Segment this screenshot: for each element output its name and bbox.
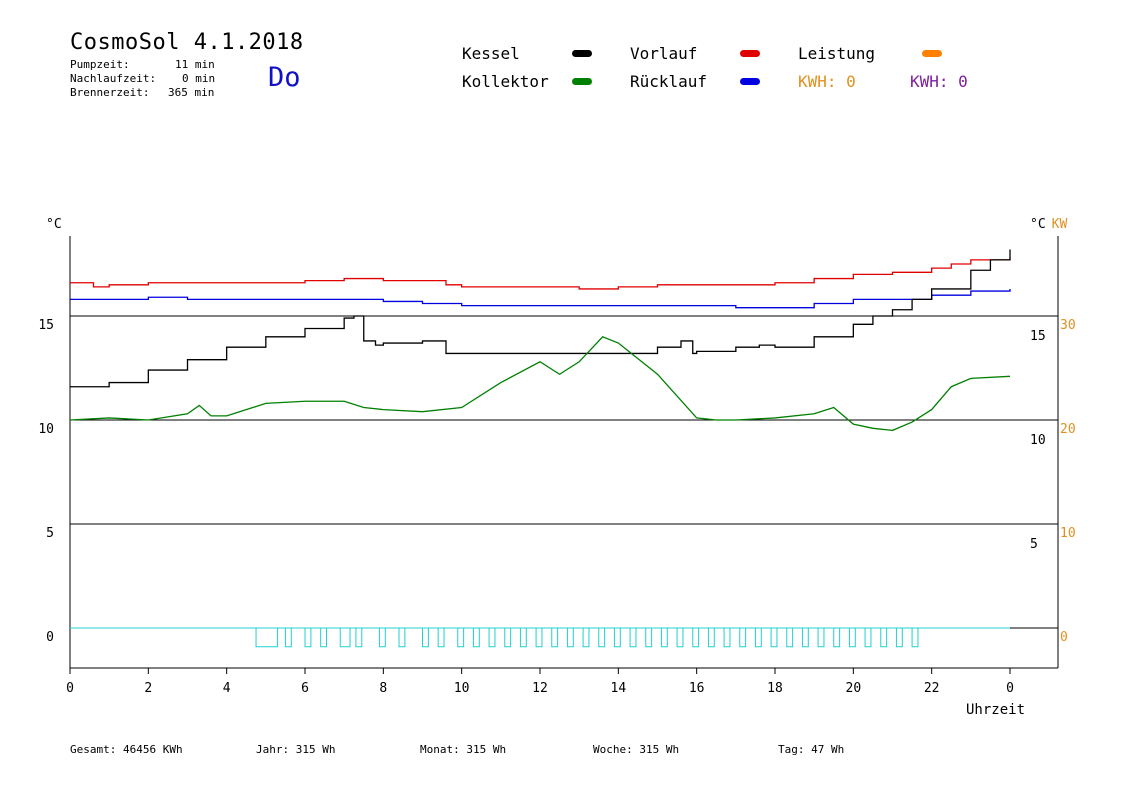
pump-pulse: [864, 628, 872, 648]
x-tick-label: 18: [767, 681, 783, 696]
x-tick-label: 16: [689, 681, 705, 696]
x-tick-label: 0: [66, 681, 74, 696]
pump-pulse: [786, 628, 794, 648]
weekday-label: Do: [268, 62, 301, 93]
y-axis-unit-right-kw: KW: [1052, 217, 1068, 232]
legend-leistung-swatch: [922, 50, 942, 57]
pump-pulse: [801, 628, 809, 648]
footer-woche: Woche: 315 Wh: [593, 743, 680, 756]
pump-pulse: [833, 628, 841, 648]
x-tick-label: 4: [223, 681, 231, 696]
pump-pulse: [519, 628, 527, 648]
x-tick-label: 20: [846, 681, 862, 696]
pump-pulse: [911, 628, 919, 648]
pump-pulse: [504, 628, 512, 648]
x-tick-label: 22: [924, 681, 940, 696]
x-tick-label: 12: [532, 681, 548, 696]
legend-vorlauf-label: Vorlauf: [630, 44, 698, 63]
pump-pulse: [355, 628, 363, 648]
y-right-kw-tick-label: 30: [1060, 318, 1076, 333]
pump-pulse: [629, 628, 637, 648]
x-tick-label: 8: [379, 681, 387, 696]
legend-ruecklauf-swatch: [740, 78, 760, 85]
pump-pulse: [284, 628, 292, 648]
y-left-tick-label: 10: [38, 422, 54, 437]
footer-gesamt: Gesamt: 46456 KWh: [70, 743, 183, 756]
legend-kessel-swatch: [572, 50, 592, 57]
pump-pulse: [613, 628, 621, 648]
footer-jahr: Jahr: 315 Wh: [256, 743, 336, 756]
x-tick-label: 0: [1006, 681, 1014, 696]
pump-pulse: [723, 628, 731, 648]
pump-pulse: [255, 628, 279, 648]
pump-pulse: [437, 628, 445, 648]
stat-brennerzeit-label: Brennerzeit:: [70, 86, 150, 99]
pump-pulse: [378, 628, 386, 648]
footer-monat: Monat: 315 Wh: [420, 743, 507, 756]
pump-pulse: [535, 628, 543, 648]
pump-pulse: [895, 628, 903, 648]
stat-brennerzeit-value: 365 min: [168, 86, 215, 99]
pump-pulse: [582, 628, 590, 648]
y-right-temp-tick-label: 10: [1030, 433, 1046, 448]
y-right-kw-tick-label: 10: [1060, 526, 1076, 541]
series-line-kollektor: [69, 336, 1011, 432]
y-right-kw-tick-label: 0: [1060, 630, 1068, 645]
pump-pulse: [692, 628, 700, 648]
x-axis-label: Uhrzeit: [966, 702, 1025, 718]
series-line-ruecklauf: [70, 288, 1011, 309]
y-axis-unit-right: °C KW: [1030, 217, 1067, 232]
pump-pulse: [598, 628, 606, 648]
legend-kwh-solar: KWH: 0: [798, 72, 856, 91]
series-line-kessel: [70, 249, 1011, 388]
legend-vorlauf-swatch: [740, 50, 760, 57]
y-right-kw-tick-label: 20: [1060, 422, 1076, 437]
pump-pulse: [422, 628, 429, 648]
legend-leistung-label: Leistung: [798, 44, 876, 63]
stat-pumpzeit-label: Pumpzeit:: [70, 58, 130, 71]
app-title: CosmoSol 4.1.2018: [70, 30, 304, 55]
pump-pulse: [339, 628, 351, 648]
x-tick-label: 2: [144, 681, 152, 696]
pump-pulse: [770, 628, 778, 648]
pump-pulse: [817, 628, 825, 648]
pump-pulse: [551, 628, 559, 648]
legend-kollektor-label: Kollektor: [462, 72, 549, 91]
pump-pulse: [472, 628, 480, 648]
x-tick-label: 6: [301, 681, 309, 696]
legend-kwh-heating: KWH: 0: [910, 72, 968, 91]
pump-pulse: [848, 628, 856, 648]
y-right-temp-tick-label: 15: [1030, 329, 1046, 344]
y-right-temp-tick-label: 5: [1030, 537, 1038, 552]
y-left-tick-label: 15: [38, 318, 54, 333]
pump-pulse: [754, 628, 762, 648]
y-axis-unit-right-c: °C: [1030, 217, 1046, 232]
pump-pulse: [880, 628, 888, 648]
pump-pulse: [457, 628, 465, 648]
pump-pulse: [398, 628, 406, 648]
stat-nachlaufzeit-label: Nachlaufzeit:: [70, 72, 157, 85]
legend-kollektor-swatch: [572, 78, 592, 85]
pump-pulse: [739, 628, 747, 648]
pump-pulse: [304, 628, 312, 648]
series-line-vorlauf: [70, 257, 1011, 290]
pump-pulse: [488, 628, 496, 648]
x-tick-label: 10: [454, 681, 470, 696]
pump-pulse: [645, 628, 653, 648]
pump-pulse: [320, 628, 328, 648]
legend-kessel-label: Kessel: [462, 44, 520, 63]
pump-pulse: [660, 628, 668, 648]
pump-pulse: [676, 628, 684, 648]
footer-tag: Tag: 47 Wh: [778, 743, 845, 756]
pump-pulse: [707, 628, 715, 648]
y-left-tick-label: 0: [46, 630, 54, 645]
stat-pumpzeit-value: 11 min: [175, 58, 215, 71]
y-left-tick-label: 5: [46, 526, 54, 541]
x-tick-label: 14: [611, 681, 627, 696]
y-axis-unit-left: °C: [46, 217, 62, 232]
legend-ruecklauf-label: Rücklauf: [630, 72, 708, 91]
pump-pulse: [566, 628, 574, 648]
stat-nachlaufzeit-value: 0 min: [182, 72, 216, 85]
